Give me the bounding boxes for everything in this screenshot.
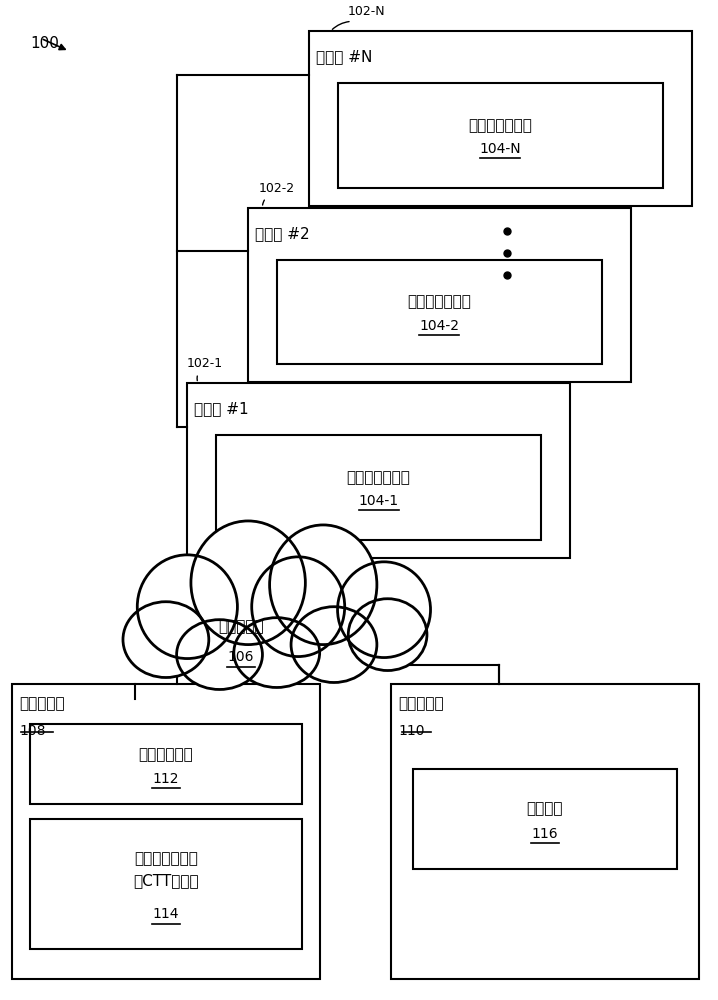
Ellipse shape bbox=[234, 618, 320, 687]
Bar bbox=[309, 31, 691, 206]
Text: 翻译服务器: 翻译服务器 bbox=[398, 696, 444, 711]
Bar bbox=[216, 435, 541, 540]
Text: 116: 116 bbox=[531, 827, 559, 841]
Text: 114: 114 bbox=[153, 907, 179, 921]
Bar bbox=[12, 684, 320, 979]
Text: 100: 100 bbox=[30, 36, 59, 51]
Text: 聊天客户端系统: 聊天客户端系统 bbox=[408, 295, 472, 310]
Ellipse shape bbox=[123, 602, 209, 678]
Text: 聊天客户端系统: 聊天客户端系统 bbox=[468, 118, 532, 133]
Ellipse shape bbox=[291, 607, 377, 682]
Text: 聊天服务器: 聊天服务器 bbox=[19, 696, 65, 711]
Ellipse shape bbox=[269, 525, 377, 645]
Text: 104-1: 104-1 bbox=[358, 494, 398, 508]
Ellipse shape bbox=[252, 557, 345, 657]
Bar bbox=[337, 83, 663, 188]
Text: 翻译模块: 翻译模块 bbox=[527, 802, 563, 817]
Text: 通信转换和翻译: 通信转换和翻译 bbox=[134, 852, 198, 866]
Bar bbox=[413, 769, 677, 869]
Bar bbox=[30, 724, 302, 804]
Text: 聊天客户端系统: 聊天客户端系统 bbox=[347, 470, 411, 485]
Ellipse shape bbox=[348, 599, 427, 671]
Ellipse shape bbox=[191, 521, 305, 645]
Text: 102-2: 102-2 bbox=[258, 182, 295, 195]
Text: （CTT）系统: （CTT）系统 bbox=[133, 873, 199, 888]
Text: 108: 108 bbox=[19, 724, 46, 738]
Text: 聊天主机系统: 聊天主机系统 bbox=[139, 747, 193, 762]
Text: 客户端 #2: 客户端 #2 bbox=[256, 226, 310, 241]
Text: 102-1: 102-1 bbox=[187, 357, 223, 370]
Bar bbox=[391, 684, 699, 979]
Ellipse shape bbox=[337, 562, 431, 658]
Text: 104-2: 104-2 bbox=[419, 319, 460, 333]
Bar bbox=[187, 383, 570, 558]
Ellipse shape bbox=[177, 620, 263, 689]
Text: 102-N: 102-N bbox=[348, 5, 385, 18]
Text: 计算机网络: 计算机网络 bbox=[218, 619, 264, 634]
Bar bbox=[276, 260, 602, 364]
Text: 客户端 #1: 客户端 #1 bbox=[195, 401, 249, 416]
Text: 112: 112 bbox=[153, 772, 179, 786]
Ellipse shape bbox=[137, 555, 238, 659]
Bar bbox=[30, 819, 302, 949]
Text: 106: 106 bbox=[228, 650, 254, 664]
Text: 110: 110 bbox=[398, 724, 425, 738]
Text: 104-N: 104-N bbox=[480, 142, 521, 156]
Text: 客户端 #N: 客户端 #N bbox=[316, 49, 373, 64]
Bar bbox=[248, 208, 631, 382]
